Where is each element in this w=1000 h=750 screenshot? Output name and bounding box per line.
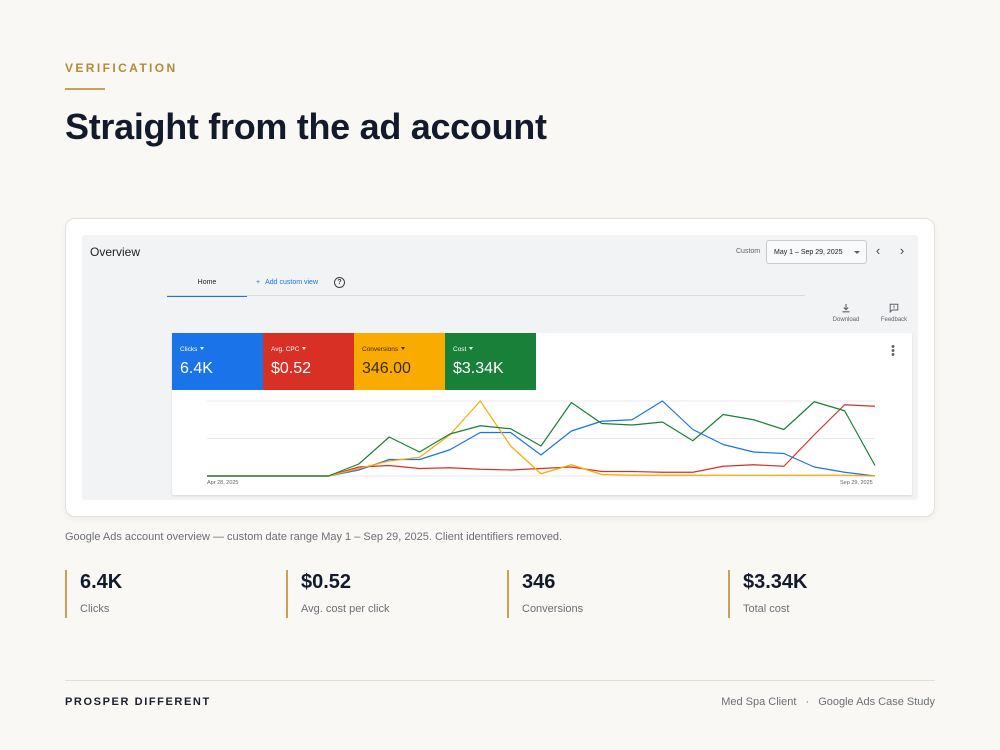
chevron-right-icon[interactable]: › — [899, 243, 905, 258]
feedback-button[interactable]: Feedback — [874, 303, 914, 323]
metric-card-avg-cpc[interactable]: Avg. CPC $0.52 — [263, 333, 354, 390]
performance-chart — [207, 400, 876, 477]
stat-label: Avg. cost per click — [301, 603, 390, 615]
tab-add-label: Add custom view — [265, 279, 319, 286]
metric-label: Avg. CPC — [271, 346, 300, 353]
footer-client: Med Spa Client — [721, 696, 797, 708]
stat-value: $0.52 — [301, 571, 352, 593]
caret-down-icon — [302, 347, 307, 350]
metric-label: Cost — [453, 346, 467, 353]
stat-avg-cpc: $0.52 Avg. cost per click — [286, 570, 389, 618]
metric-value: 346.00 — [362, 360, 411, 377]
metric-value: $0.52 — [271, 360, 312, 377]
stat-conversions: 346 Conversions — [507, 570, 583, 618]
series-line-avg-cpc — [207, 404, 876, 477]
footer-brand: PROSPER DIFFERENT — [65, 696, 211, 708]
eyebrow-rule — [65, 88, 105, 90]
date-range-value: May 1 – Sep 29, 2025 — [774, 249, 843, 256]
x-axis-end-label: Sep 29, 2025 — [840, 480, 873, 486]
page-title: Straight from the ad account — [65, 106, 547, 147]
custom-label: Custom — [736, 248, 761, 255]
download-label: Download — [832, 317, 860, 323]
ads-overview-screenshot: Overview Custom May 1 – Sep 29, 2025 ‹ ›… — [82, 235, 918, 500]
stat-value: 346 — [522, 571, 556, 593]
footer-separator: · — [805, 696, 810, 708]
eyebrow: VERIFICATION — [65, 61, 178, 75]
more-options-icon[interactable]: • • • — [891, 341, 895, 361]
caret-down-icon — [401, 347, 406, 350]
metric-card-clicks[interactable]: Clicks 6.4K — [172, 333, 263, 390]
help-icon[interactable]: ? — [334, 277, 345, 288]
metric-value: 6.4K — [180, 360, 213, 377]
tab-rule — [167, 295, 805, 296]
download-icon — [826, 303, 866, 317]
date-range-select[interactable]: May 1 – Sep 29, 2025 — [766, 240, 867, 264]
footer-study: Google Ads Case Study — [818, 696, 935, 708]
tab-home[interactable]: Home — [167, 271, 247, 297]
caret-down-icon — [200, 347, 205, 350]
metric-label: Conversions — [362, 346, 399, 353]
caret-down-icon — [469, 347, 474, 350]
stat-label: Total cost — [743, 603, 790, 615]
metric-card-conversions[interactable]: Conversions 346.00 — [354, 333, 445, 390]
chevron-left-icon[interactable]: ‹ — [875, 243, 881, 258]
metric-value: $3.34K — [453, 360, 504, 377]
footer-rule — [65, 680, 935, 681]
tab-add-custom-view[interactable]: + Add custom view — [256, 279, 318, 286]
stat-total-cost: $3.34K Total cost — [728, 570, 808, 618]
footer-meta: Med Spa Client · Google Ads Case Study — [721, 696, 935, 708]
series-line-cost — [207, 401, 876, 477]
feedback-label: Feedback — [880, 317, 908, 323]
chevron-down-icon — [854, 251, 860, 254]
plus-icon: + — [256, 279, 261, 286]
stat-label: Clicks — [80, 603, 110, 615]
stat-value: $3.34K — [743, 571, 808, 593]
performance-panel: Clicks 6.4K Avg. CPC $0.52 Conversions 3… — [172, 333, 912, 495]
x-axis-start-label: Apr 28, 2025 — [207, 480, 239, 486]
screenshot-caption: Google Ads account overview — custom dat… — [65, 531, 563, 543]
download-button[interactable]: Download — [826, 303, 866, 323]
stat-clicks: 6.4K Clicks — [65, 570, 122, 618]
overview-title: Overview — [90, 245, 141, 259]
stat-value: 6.4K — [80, 571, 123, 593]
feedback-icon — [874, 303, 914, 317]
metric-label: Clicks — [180, 346, 198, 353]
metric-card-cost[interactable]: Cost $3.34K — [445, 333, 536, 390]
stat-label: Conversions — [522, 603, 584, 615]
